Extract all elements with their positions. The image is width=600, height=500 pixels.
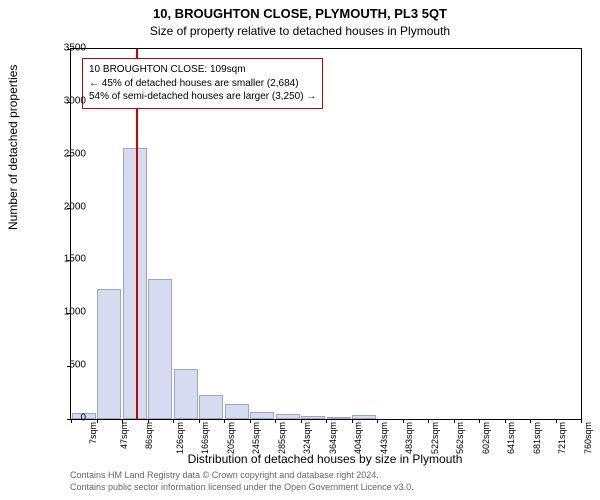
histogram-bar xyxy=(250,412,274,419)
xtick-mark xyxy=(326,419,327,423)
xtick-label: 47sqm xyxy=(119,422,129,449)
histogram-bar xyxy=(327,417,351,419)
info-line-1: 10 BROUGHTON CLOSE: 109sqm xyxy=(89,63,316,77)
ytick-label: 1500 xyxy=(46,254,86,265)
ytick-label: 0 xyxy=(46,413,86,424)
xtick-label: 721sqm xyxy=(557,422,567,454)
histogram-bar xyxy=(97,289,121,419)
xtick-mark xyxy=(275,419,276,423)
xtick-label: 364sqm xyxy=(328,422,338,454)
xtick-label: 245sqm xyxy=(251,422,261,454)
xtick-mark xyxy=(581,419,582,423)
info-line-3: 54% of semi-detached houses are larger (… xyxy=(89,90,316,104)
xtick-label: 7sqm xyxy=(88,422,98,444)
xtick-label: 641sqm xyxy=(506,422,516,454)
xtick-label: 483sqm xyxy=(404,422,414,454)
ytick-label: 500 xyxy=(46,360,86,371)
xtick-label: 562sqm xyxy=(455,422,465,454)
xtick-label: 86sqm xyxy=(144,422,154,449)
xtick-label: 126sqm xyxy=(175,422,185,454)
histogram-bar xyxy=(352,415,376,419)
ytick-label: 2500 xyxy=(46,148,86,159)
ytick-label: 3000 xyxy=(46,95,86,106)
footer-line-2: Contains public sector information licen… xyxy=(70,482,580,494)
xtick-label: 443sqm xyxy=(379,422,389,454)
histogram-bar xyxy=(276,414,300,419)
xtick-mark xyxy=(428,419,429,423)
info-line-2: ← 45% of detached houses are smaller (2,… xyxy=(89,77,316,91)
xtick-label: 760sqm xyxy=(583,422,593,454)
xtick-mark xyxy=(173,419,174,423)
footer: Contains HM Land Registry data © Crown c… xyxy=(70,470,580,493)
xtick-mark xyxy=(530,419,531,423)
xtick-label: 324sqm xyxy=(302,422,312,454)
chart-title-main: 10, BROUGHTON CLOSE, PLYMOUTH, PL3 5QT xyxy=(0,6,600,21)
footer-line-1: Contains HM Land Registry data © Crown c… xyxy=(70,470,580,482)
xtick-label: 522sqm xyxy=(430,422,440,454)
xtick-mark xyxy=(224,419,225,423)
y-axis-label: Number of detached properties xyxy=(6,65,20,230)
xtick-mark xyxy=(377,419,378,423)
histogram-bar xyxy=(174,369,198,419)
xtick-mark xyxy=(479,419,480,423)
histogram-bar xyxy=(148,279,172,419)
info-box: 10 BROUGHTON CLOSE: 109sqm ← 45% of deta… xyxy=(82,58,323,109)
xtick-label: 602sqm xyxy=(481,422,491,454)
ytick-label: 2000 xyxy=(46,201,86,212)
ytick-label: 1000 xyxy=(46,307,86,318)
histogram-bar xyxy=(225,404,249,419)
ytick-label: 3500 xyxy=(46,43,86,54)
x-axis-label: Distribution of detached houses by size … xyxy=(70,452,580,466)
xtick-label: 681sqm xyxy=(532,422,542,454)
xtick-label: 205sqm xyxy=(226,422,236,454)
histogram-bar xyxy=(123,148,147,419)
chart-title-sub: Size of property relative to detached ho… xyxy=(0,24,600,38)
xtick-label: 285sqm xyxy=(277,422,287,454)
histogram-bar xyxy=(301,416,325,419)
chart-container: 10, BROUGHTON CLOSE, PLYMOUTH, PL3 5QT S… xyxy=(0,0,600,500)
xtick-label: 166sqm xyxy=(200,422,210,454)
xtick-label: 404sqm xyxy=(353,422,363,454)
histogram-bar xyxy=(199,395,223,419)
